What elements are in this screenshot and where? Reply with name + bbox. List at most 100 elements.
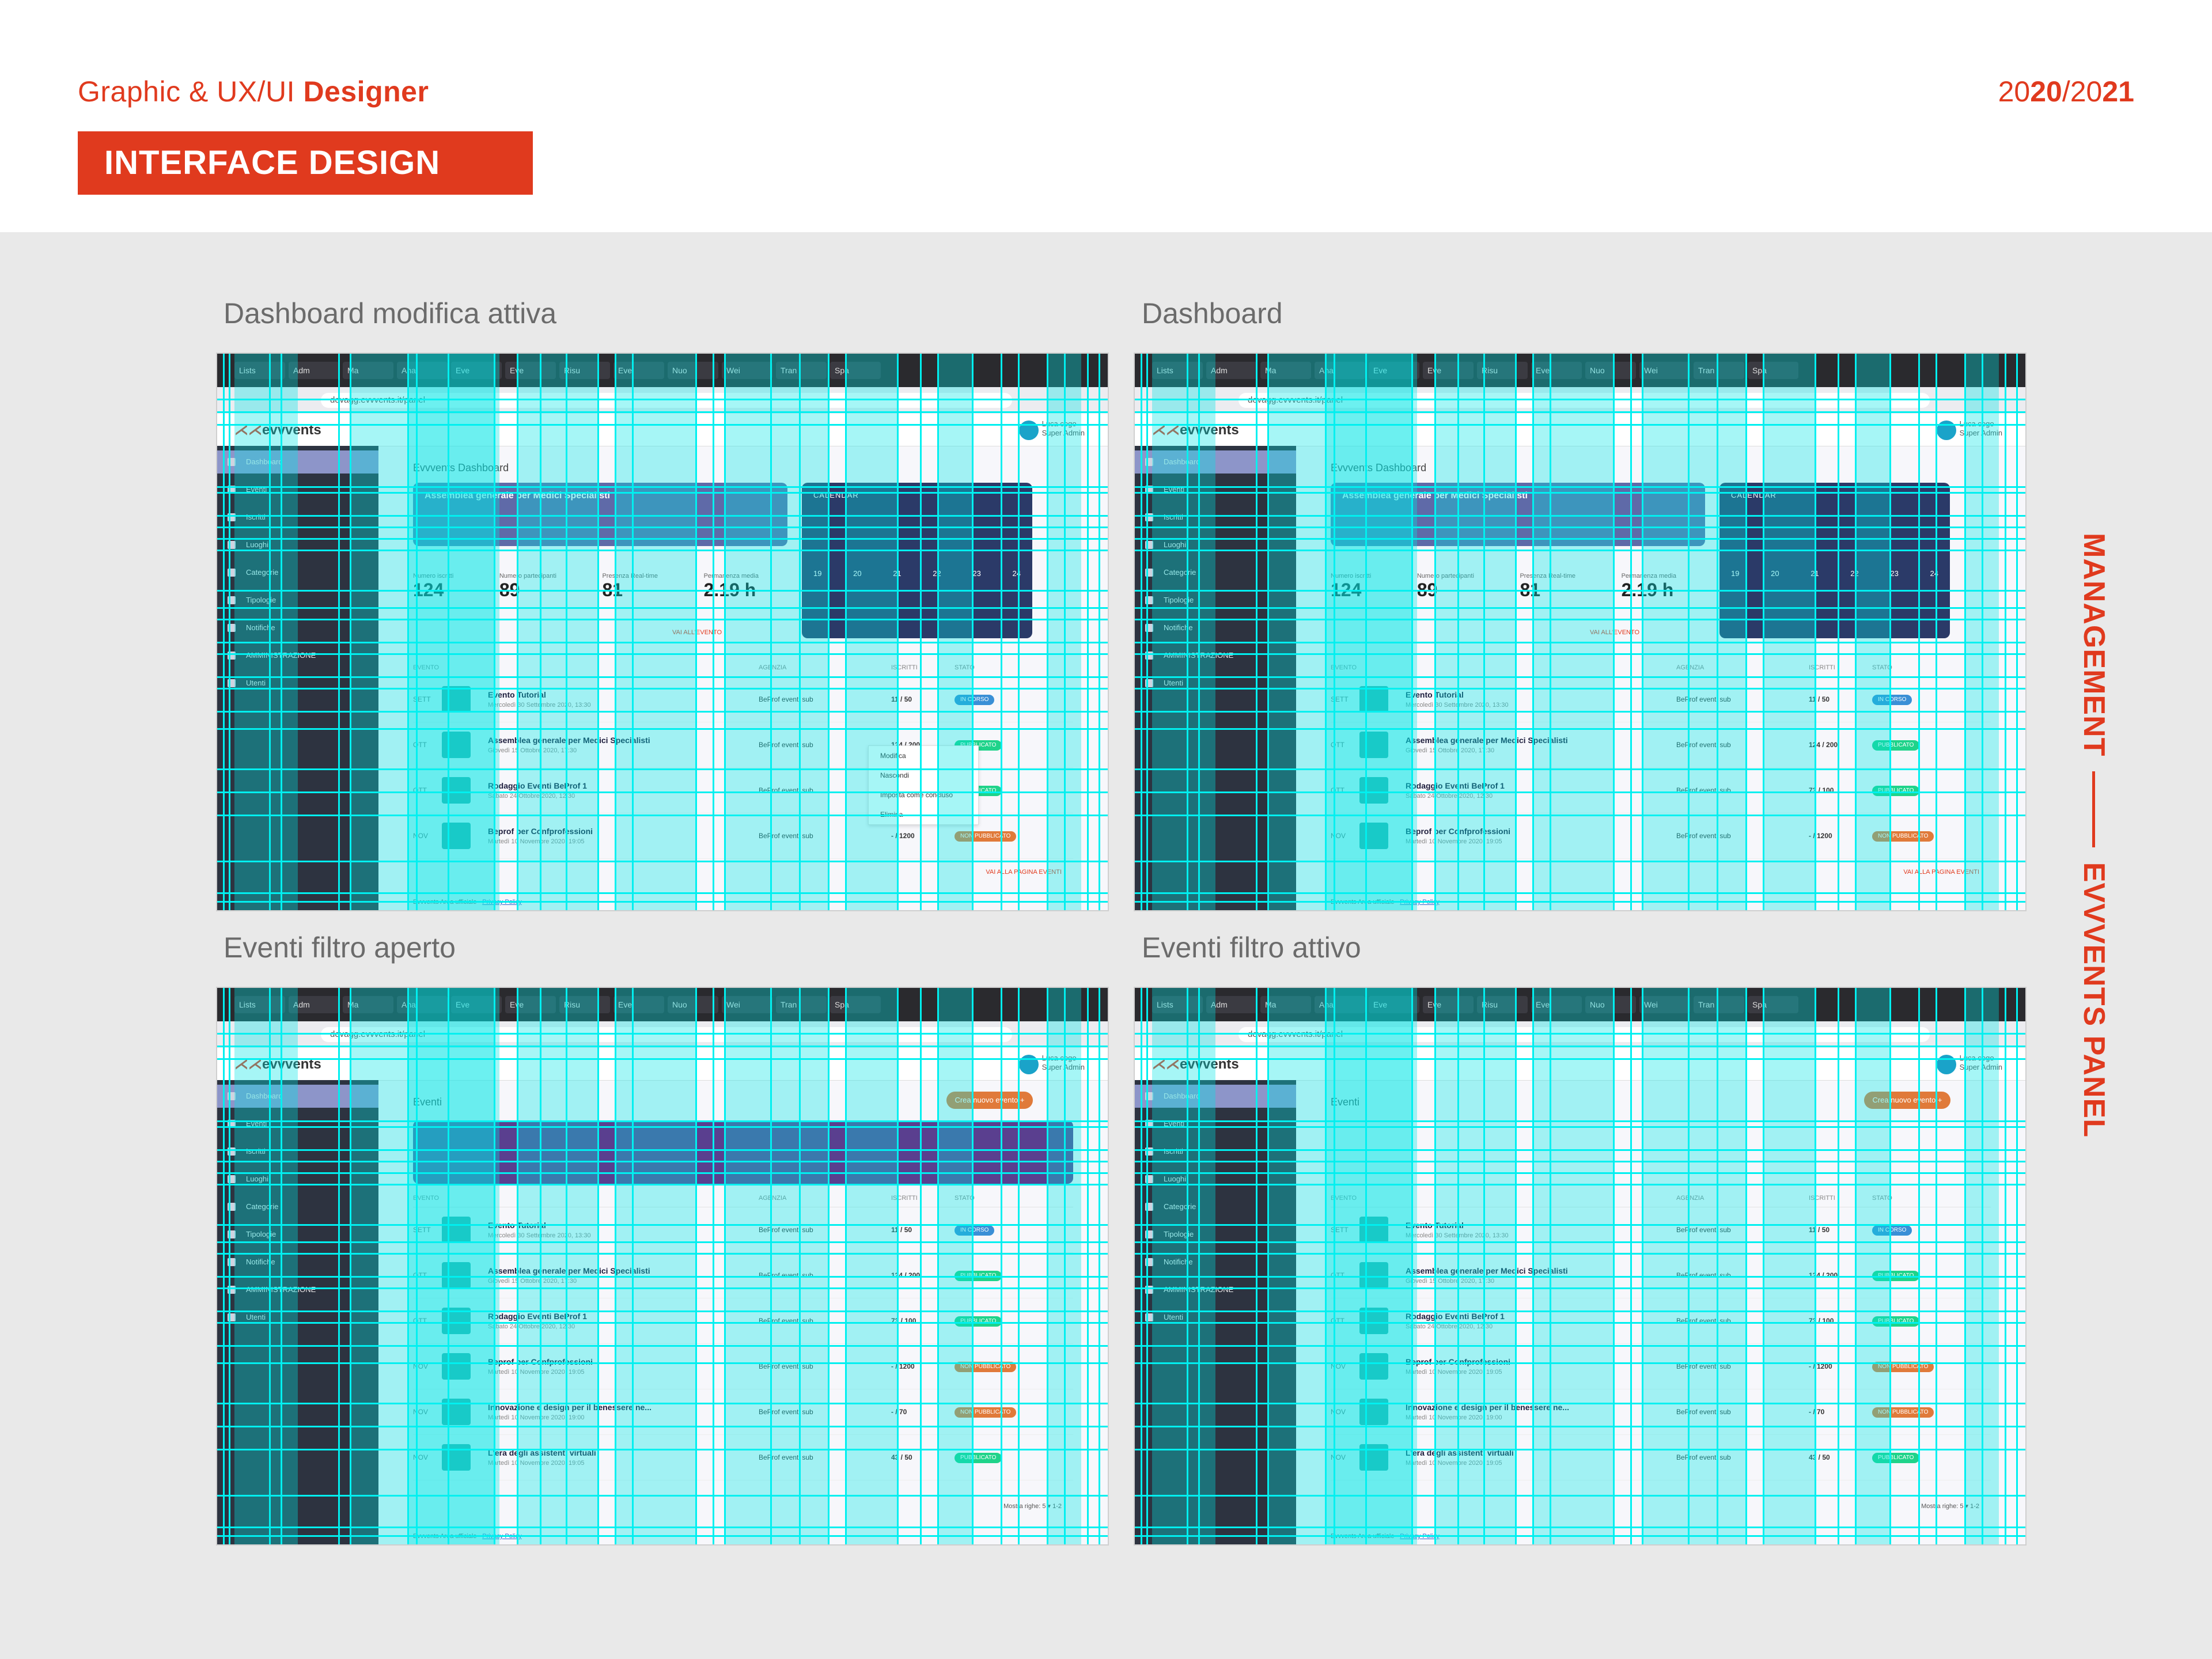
url-field[interactable]: devagg.evvvents.it/panel xyxy=(1238,393,1930,408)
calendar-day[interactable]: 24 xyxy=(1930,569,1938,578)
sidebar-item[interactable]: Luoghi xyxy=(217,533,378,556)
sidebar-item[interactable]: Dashboard xyxy=(217,450,378,474)
browser-tab[interactable]: Tran xyxy=(1694,362,1744,379)
sidebar-item[interactable]: Notifiche xyxy=(1135,616,1296,639)
avatar[interactable] xyxy=(1019,421,1039,440)
browser-tab[interactable]: Eve xyxy=(1531,362,1582,379)
go-to-event-link[interactable]: VAI ALL'EVENTO xyxy=(1590,629,1640,636)
browser-tab[interactable]: Ana xyxy=(397,362,448,379)
sidebar-item[interactable]: Notifiche xyxy=(217,616,378,639)
url-field[interactable]: devagg.evvvents.it/panel xyxy=(321,1027,1012,1042)
browser-tab[interactable]: Lists xyxy=(234,996,285,1013)
browser-tab[interactable]: Adm xyxy=(1206,996,1257,1013)
browser-tab[interactable]: Eve xyxy=(505,362,556,379)
table-row[interactable]: SETT Evento Tutorial Mercoledì 30 Settembr… xyxy=(1331,677,1991,722)
sidebar-item[interactable]: AMMINISTRAZIONE xyxy=(217,644,378,667)
sidebar-item[interactable]: Tipologie xyxy=(1135,1223,1296,1246)
sidebar-item[interactable]: Categorie xyxy=(217,1195,378,1218)
sidebar-item[interactable]: Iscritti xyxy=(1135,506,1296,529)
sidebar-item[interactable]: AMMINISTRAZIONE xyxy=(1135,644,1296,667)
sidebar-item[interactable]: Iscritti xyxy=(1135,1140,1296,1163)
privacy-link[interactable]: Privacy Policy xyxy=(482,1533,522,1540)
sidebar-item[interactable]: Notifiche xyxy=(1135,1251,1296,1274)
table-row[interactable]: SETT Evento Tutorial Mercoledì 30 Settembr… xyxy=(413,1207,1073,1253)
table-row[interactable]: NOV Beprof per Confprofessioni Martedì 10 … xyxy=(1331,813,1991,859)
browser-tab[interactable]: Ma xyxy=(343,996,393,1013)
browser-tab[interactable]: Eve xyxy=(1369,996,1419,1013)
new-event-button[interactable]: Crea nuovo evento + xyxy=(946,1092,1033,1109)
filter-panel[interactable] xyxy=(413,1120,1073,1184)
browser-tab[interactable]: Spa xyxy=(830,362,881,379)
browser-tab[interactable]: Nuo xyxy=(668,362,718,379)
browser-tab[interactable]: Adm xyxy=(289,996,339,1013)
sidebar-item[interactable]: Luoghi xyxy=(1135,533,1296,556)
sidebar-item[interactable]: Utenti xyxy=(1135,1306,1296,1329)
calendar-day[interactable]: 19 xyxy=(1731,569,1740,578)
browser-tab[interactable]: Risu xyxy=(559,362,610,379)
browser-tab[interactable]: Eve xyxy=(613,362,664,379)
sidebar-item[interactable]: AMMINISTRAZIONE xyxy=(217,1278,378,1301)
browser-tab[interactable]: Eve xyxy=(1369,362,1419,379)
browser-tab[interactable]: Eve xyxy=(451,996,502,1013)
browser-tab[interactable]: Adm xyxy=(289,362,339,379)
privacy-link[interactable]: Privacy Policy xyxy=(1400,1533,1440,1540)
browser-tab[interactable]: Ana xyxy=(1315,362,1365,379)
browser-tab[interactable]: Spa xyxy=(1748,996,1798,1013)
sidebar-item[interactable]: Eventi xyxy=(1135,1112,1296,1135)
browser-tab[interactable]: Risu xyxy=(1477,996,1528,1013)
table-row[interactable]: OTT Rodaggio Eventi BeProf 1 Sabato 24 Ott… xyxy=(1331,768,1991,813)
sidebar-item[interactable]: Iscritti xyxy=(217,1140,378,1163)
browser-tab[interactable]: Wei xyxy=(1639,362,1690,379)
browser-tab[interactable]: Tran xyxy=(776,996,827,1013)
privacy-link[interactable]: Privacy Policy xyxy=(482,899,522,906)
sidebar-item[interactable]: Utenti xyxy=(1135,672,1296,695)
browser-tab[interactable]: Eve xyxy=(451,362,502,379)
browser-tab[interactable]: Lists xyxy=(1152,996,1203,1013)
table-row[interactable]: NOV Innovazione e design per il benessere… xyxy=(1331,1389,1991,1435)
url-field[interactable]: devagg.evvvents.it/panel xyxy=(321,393,1012,408)
sidebar-item[interactable]: Tipologie xyxy=(217,1223,378,1246)
calendar-day[interactable]: 20 xyxy=(1771,569,1779,578)
browser-tab[interactable]: Eve xyxy=(1531,996,1582,1013)
calendar-day[interactable]: 20 xyxy=(853,569,862,578)
sidebar-item[interactable]: Tipologie xyxy=(217,589,378,612)
context-menu-item[interactable]: Elimina xyxy=(880,810,903,819)
url-field[interactable]: devagg.evvvents.it/panel xyxy=(1238,1027,1930,1042)
browser-tab[interactable]: Risu xyxy=(1477,362,1528,379)
browser-tab[interactable]: Wei xyxy=(1639,996,1690,1013)
table-row[interactable]: NOV Innovazione e design per il benessere… xyxy=(413,1389,1073,1435)
events-page-link[interactable]: VAI ALLA PAGINA EVENTI xyxy=(1903,869,1979,876)
calendar-day[interactable]: 23 xyxy=(972,569,981,578)
calendar-day[interactable]: 23 xyxy=(1890,569,1899,578)
sidebar-item[interactable]: Categorie xyxy=(1135,561,1296,584)
browser-tab[interactable]: Tran xyxy=(1694,996,1744,1013)
context-menu-item[interactable]: Nascondi xyxy=(880,771,910,779)
browser-tab[interactable]: Lists xyxy=(1152,362,1203,379)
table-row[interactable]: SETT Evento Tutorial Mercoledì 30 Settembr… xyxy=(1331,1207,1991,1253)
sidebar-item[interactable]: Dashboard xyxy=(1135,450,1296,474)
featured-event-card[interactable]: Assemblea generale per Medici Specialist… xyxy=(1331,483,1705,546)
browser-tab[interactable]: Spa xyxy=(1748,362,1798,379)
table-row[interactable]: SETT Evento Tutorial Mercoledì 30 Settembr… xyxy=(413,677,1073,722)
calendar-day[interactable]: 22 xyxy=(1850,569,1859,578)
table-row[interactable]: NOV Beprof per Confprofessioni Martedì 10 … xyxy=(413,1344,1073,1389)
browser-tab[interactable]: Ma xyxy=(1260,362,1311,379)
browser-tab[interactable]: Nuo xyxy=(1585,996,1636,1013)
browser-tab[interactable]: Ma xyxy=(343,362,393,379)
sidebar-item[interactable]: Luoghi xyxy=(1135,1168,1296,1191)
table-row[interactable]: NOV L'era degli assistenti virtuali Marted… xyxy=(1331,1435,1991,1480)
table-row[interactable]: OTT Rodaggio Eventi BeProf 1 Sabato 24 Ott… xyxy=(1331,1298,1991,1344)
table-row[interactable]: OTT Assemblea generale per Medici Special… xyxy=(413,1253,1073,1298)
avatar[interactable] xyxy=(1937,1055,1956,1074)
browser-tab[interactable]: Spa xyxy=(830,996,881,1013)
sidebar-item[interactable]: Notifiche xyxy=(217,1251,378,1274)
browser-tab[interactable]: Wei xyxy=(722,996,772,1013)
browser-tab[interactable]: Tran xyxy=(776,362,827,379)
browser-tab[interactable]: Ana xyxy=(397,996,448,1013)
sidebar-item[interactable]: Categorie xyxy=(217,561,378,584)
avatar[interactable] xyxy=(1937,421,1956,440)
sidebar-item[interactable]: Tipologie xyxy=(1135,589,1296,612)
calendar-day[interactable]: 24 xyxy=(1012,569,1021,578)
browser-tab[interactable]: Eve xyxy=(1423,362,1474,379)
table-row[interactable]: OTT Assemblea generale per Medici Special… xyxy=(1331,722,1991,768)
